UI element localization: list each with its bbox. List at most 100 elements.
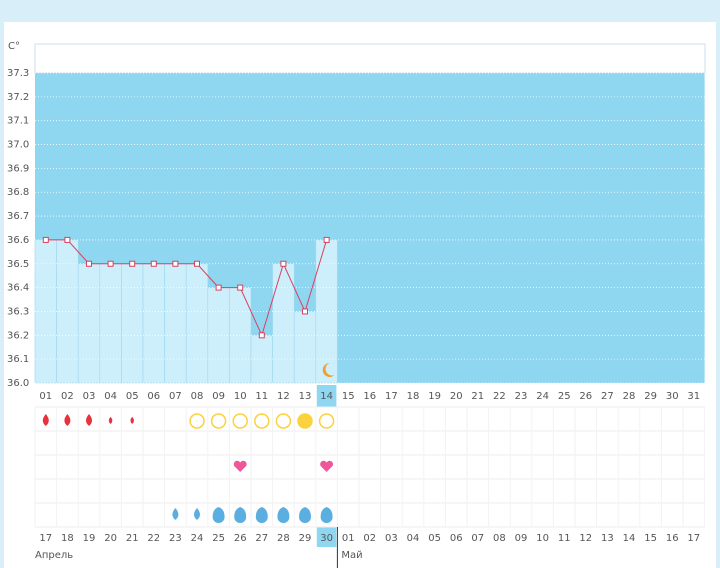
date-label: 17 — [687, 533, 700, 544]
point — [86, 260, 92, 267]
bleeding-icon — [130, 416, 134, 424]
x-tick-label: 31 — [687, 391, 700, 402]
discharge-icon — [234, 507, 247, 523]
x-tick-label: 13 — [299, 391, 312, 402]
x-tick-label: 26 — [579, 391, 592, 402]
x-tick-label: 17 — [385, 391, 398, 402]
point — [64, 236, 71, 243]
y-tick-label: 37.1 — [7, 116, 29, 127]
x-tick-label: 05 — [126, 391, 139, 402]
date-label: 30 — [320, 533, 333, 544]
date-label: 18 — [61, 533, 74, 544]
x-tick-label: 02 — [61, 391, 74, 402]
date-label: 08 — [493, 533, 506, 544]
y-axis-label: C° — [8, 41, 20, 52]
temperature-line — [45, 239, 328, 337]
bleeding-icon — [42, 414, 49, 426]
x-tick-label: 07 — [169, 391, 182, 402]
point — [42, 236, 49, 243]
y-tick-label: 37.3 — [7, 68, 29, 79]
y-tick-label: 37.2 — [7, 92, 29, 103]
x-tick-label: 06 — [147, 391, 160, 402]
x-tick-label: 19 — [428, 391, 441, 402]
date-label: 25 — [212, 533, 225, 544]
bleeding-icon — [86, 414, 92, 426]
y-tick-label: 36.5 — [7, 259, 29, 270]
day-column — [142, 263, 165, 384]
point — [323, 236, 330, 243]
date-label: 29 — [299, 533, 312, 544]
date-label: 05 — [428, 533, 441, 544]
day-column — [293, 311, 317, 384]
date-label: 19 — [83, 533, 96, 544]
x-tick-label: 16 — [363, 391, 376, 402]
date-label: 13 — [601, 533, 614, 544]
date-label: 27 — [255, 533, 268, 544]
x-tick-label: 03 — [83, 391, 96, 402]
point — [258, 332, 265, 339]
date-label: 24 — [191, 533, 204, 544]
discharge-icon — [255, 507, 268, 523]
date-label: 02 — [363, 533, 376, 544]
date-label: 09 — [515, 533, 528, 544]
x-tick-label: 12 — [277, 391, 290, 402]
y-tick-label: 36.4 — [7, 283, 29, 294]
date-label: 20 — [104, 533, 117, 544]
y-tick-label: 36.2 — [7, 330, 29, 341]
y-tick-label: 37.0 — [7, 140, 29, 151]
date-label: 04 — [407, 533, 420, 544]
cervix-icon — [189, 413, 205, 429]
x-tick-label: 14 — [320, 391, 333, 402]
cervix-icon — [318, 413, 335, 429]
x-tick-label: 18 — [407, 391, 420, 402]
date-label: 06 — [450, 533, 463, 544]
date-label: 17 — [39, 533, 52, 544]
plot-top — [34, 43, 706, 74]
date-label: 16 — [666, 533, 679, 544]
x-tick-label: 08 — [191, 391, 204, 402]
point — [129, 260, 136, 267]
point — [107, 260, 114, 267]
day-column — [77, 263, 101, 384]
today-date-highlight — [316, 527, 337, 547]
y-tick-label: 36.9 — [7, 163, 29, 174]
day-column — [185, 263, 209, 384]
day-column — [121, 263, 144, 384]
date-label: 15 — [644, 533, 657, 544]
point — [280, 260, 287, 267]
discharge-icon — [212, 507, 225, 523]
x-tick-label: 10 — [234, 391, 247, 402]
x-tick-label: 29 — [644, 391, 657, 402]
y-tick-label: 36.7 — [7, 211, 29, 222]
bleeding-icon — [108, 416, 113, 424]
discharge-icon — [320, 507, 333, 523]
point — [302, 308, 308, 315]
point — [150, 260, 157, 267]
date-label: 11 — [558, 533, 571, 544]
day-column — [164, 263, 187, 384]
y-tick-label: 36.8 — [7, 187, 29, 198]
date-label: 03 — [385, 533, 398, 544]
today-highlight — [316, 385, 337, 407]
date-label: 28 — [277, 533, 290, 544]
x-tick-label: 22 — [493, 391, 506, 402]
x-tick-label: 09 — [212, 391, 225, 402]
x-tick-label: 23 — [515, 391, 528, 402]
cervix-icon — [275, 413, 292, 429]
date-label: 21 — [126, 533, 139, 544]
day-column — [229, 287, 252, 384]
cervix-icon — [297, 413, 313, 429]
y-tick-label: 36.6 — [7, 235, 29, 246]
x-tick-label: 20 — [450, 391, 463, 402]
date-label: 12 — [579, 533, 592, 544]
x-tick-label: 21 — [471, 391, 484, 402]
date-label: 10 — [536, 533, 549, 544]
x-tick-label: 01 — [39, 391, 52, 402]
discharge-icon — [172, 508, 179, 520]
discharge-icon — [277, 507, 290, 523]
x-tick-label: 15 — [342, 391, 355, 402]
x-tick-label: 24 — [536, 391, 549, 402]
x-tick-label: 25 — [558, 391, 571, 402]
